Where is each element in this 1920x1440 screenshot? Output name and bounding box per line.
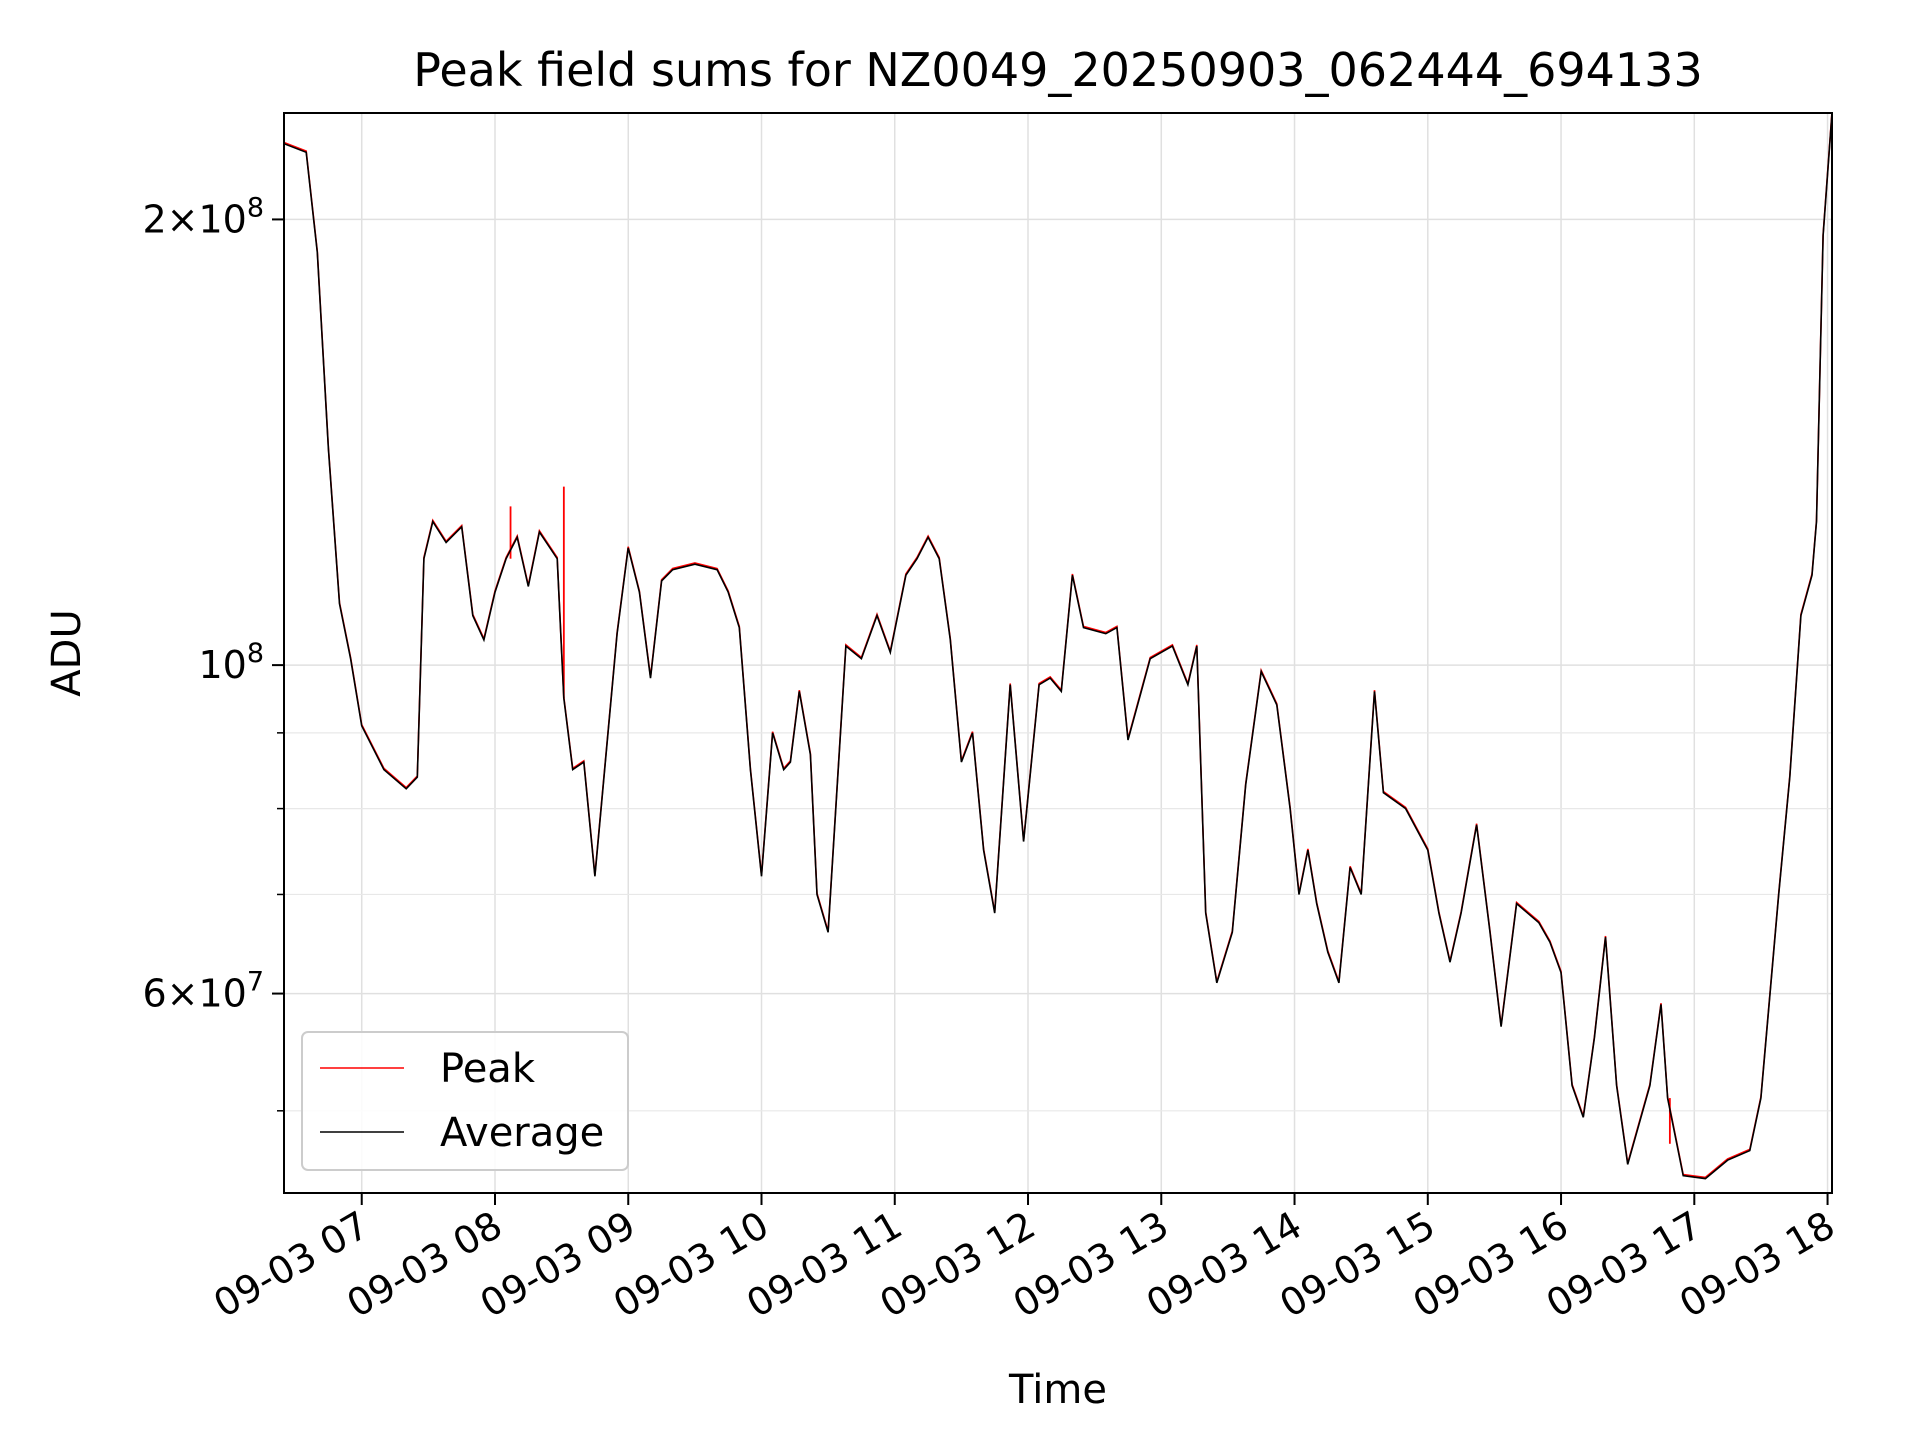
y-axis: 2×108 108 6×107 [142,192,284,1112]
series-line-average [284,113,1832,1180]
grid [284,113,1832,1193]
chart-title: Peak field sums for NZ0049_20250903_0624… [413,43,1702,97]
legend-label-average: Average [440,1110,604,1156]
y-tick-label: 6×107 [142,967,264,1016]
legend-box [301,1031,629,1171]
plot-frame [283,112,1833,1194]
legend-label-peak: Peak [440,1046,536,1092]
y-tick-label: 108 [198,638,264,687]
y-tick-label: 2×108 [142,192,264,241]
x-axis-label: Time [1008,1367,1107,1413]
series-layer [284,113,1832,1180]
legend: Peak Average [301,1031,629,1171]
y-axis-label: ADU [44,609,90,696]
